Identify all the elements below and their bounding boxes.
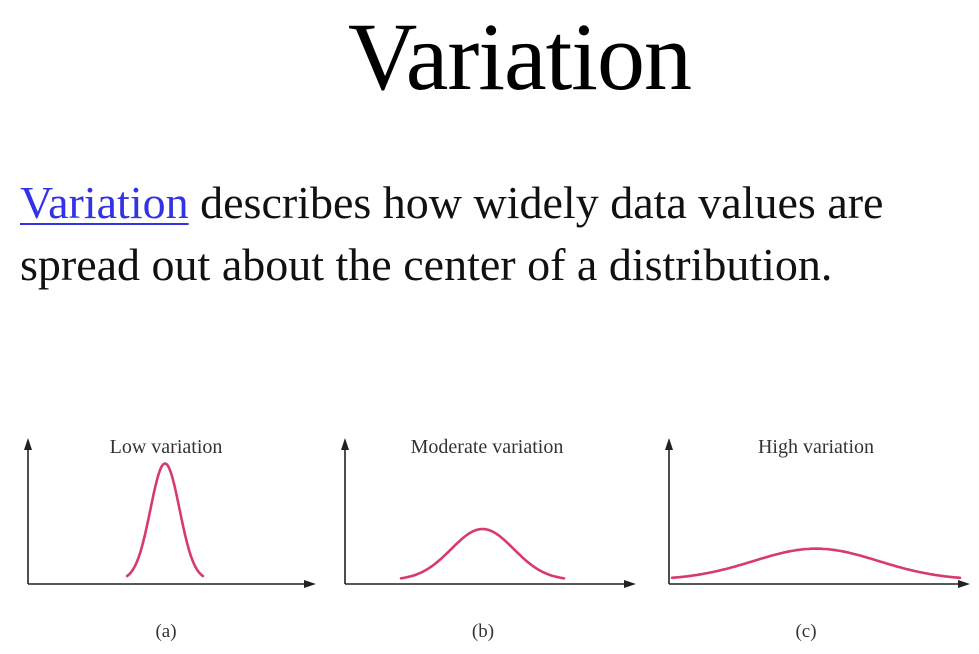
distribution-curve [125,462,205,578]
distribution-curve [670,547,962,580]
panel-high-variation: High variation (c) [665,436,970,642]
panel-title-low-variation: Low variation [110,436,223,458]
y-axis-arrow [665,438,673,450]
definition-text: describes how widely data values are spr… [20,177,884,290]
variation-link[interactable]: Variation [20,177,189,228]
definition-paragraph: Variation describes how widely data valu… [20,172,970,296]
panel-title-moderate-variation: Moderate variation [411,436,564,458]
slide-title: Variation [348,3,692,110]
panel-moderate-variation: Moderate variation (b) [341,436,636,642]
panel-caption-a: (a) [155,621,176,642]
y-axis-arrow [341,438,349,450]
x-axis-arrow [958,580,970,588]
panel-caption-b: (b) [472,621,494,642]
panel-low-variation: Low variation (a) [24,436,316,642]
y-axis-arrow [24,438,32,450]
panel-title-high-variation: High variation [758,436,874,458]
variation-charts: Low variation (a) Moderate variation (b)… [24,436,970,642]
x-axis-arrow [304,580,316,588]
panel-caption-c: (c) [795,621,816,642]
x-axis-arrow [624,580,636,588]
distribution-curve [399,527,566,580]
